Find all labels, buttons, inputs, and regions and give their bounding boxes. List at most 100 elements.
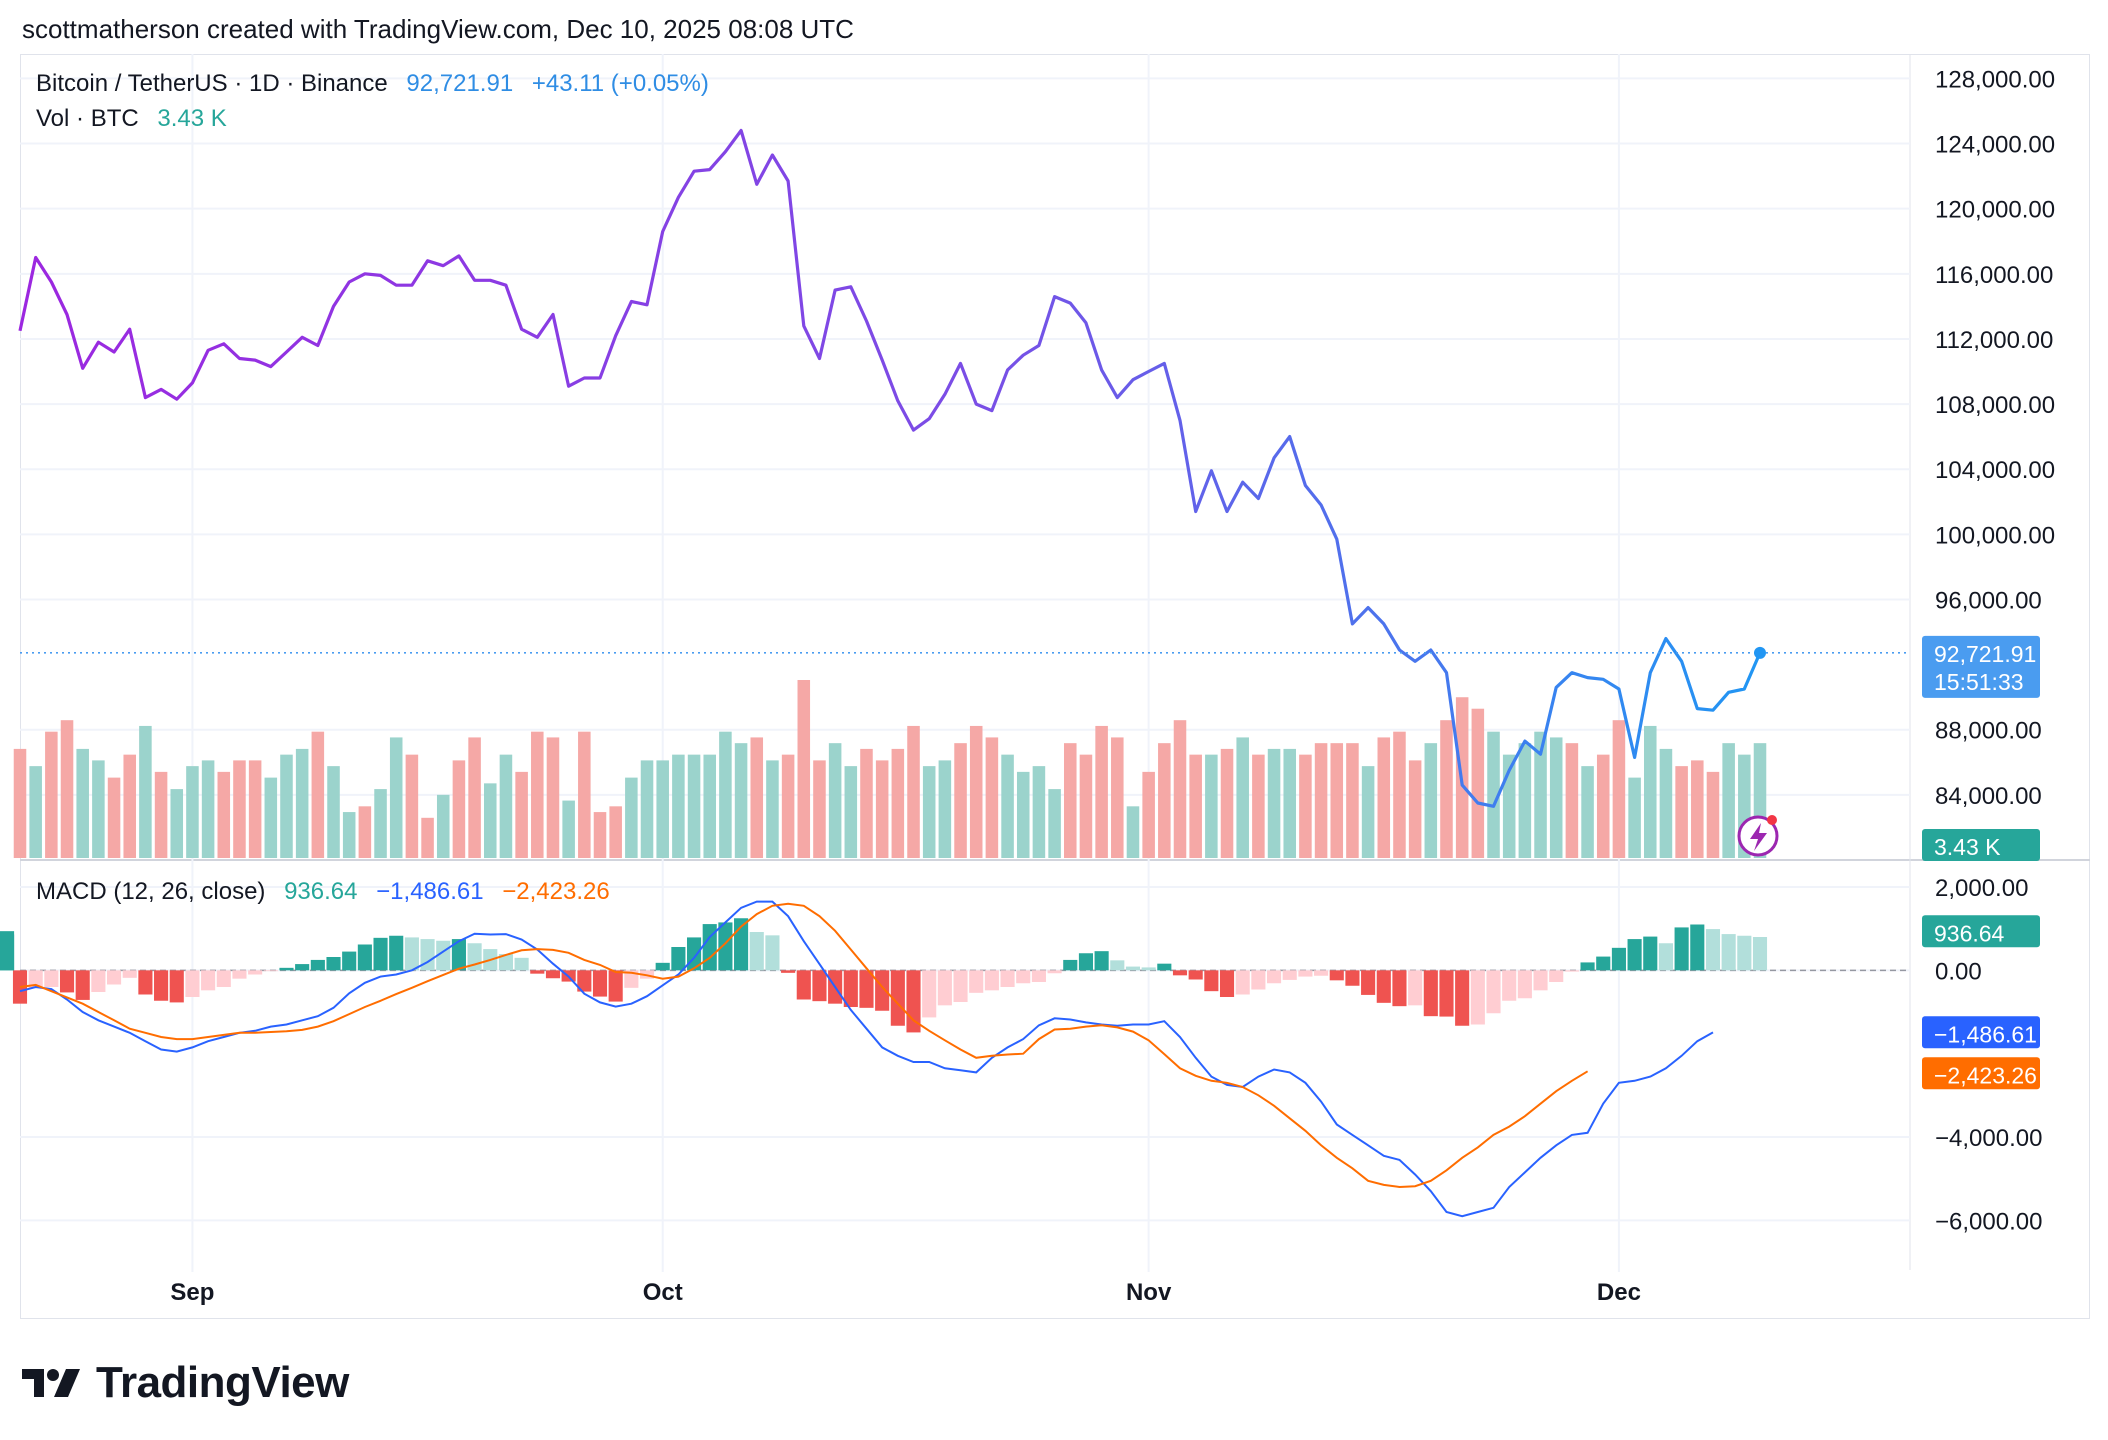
macd-histogram-bar <box>1423 970 1438 1017</box>
volume-bar <box>1016 771 1030 858</box>
volume-bar <box>1612 720 1626 858</box>
macd-histogram-bar <box>498 954 513 971</box>
macd-histogram-bar <box>1329 970 1344 981</box>
macd-histogram-bar <box>1172 970 1188 976</box>
macd-histogram-bar <box>1752 937 1768 971</box>
volume-title: Vol · BTC <box>36 105 139 132</box>
volume-bar <box>1220 748 1234 858</box>
macd-histogram-bar <box>389 935 404 971</box>
macd-histogram-bar <box>91 970 106 992</box>
macd-histogram-bar <box>1737 935 1752 971</box>
macd-histogram-bar <box>984 970 999 991</box>
tradingview-logo-icon <box>22 1369 80 1397</box>
macd-histogram-bar <box>592 970 608 997</box>
volume-bar <box>327 766 340 858</box>
x-tick-label: Oct <box>643 1279 683 1306</box>
volume-bar <box>922 766 936 858</box>
volume-bar <box>201 760 215 858</box>
volume-badge: 3.43 K <box>1922 829 2040 861</box>
macd-tick-label: −4,000.00 <box>1935 1125 2042 1152</box>
chart-frame[interactable] <box>20 54 2090 1319</box>
macd-histogram-bar <box>310 959 325 971</box>
volume-bar <box>311 731 325 858</box>
volume-bar <box>609 806 622 858</box>
volume-bar <box>875 760 889 858</box>
macd-hist-value: 936.64 <box>284 878 358 905</box>
volume-bar <box>1283 748 1296 858</box>
price-tick-label: 84,000.00 <box>1935 783 2042 810</box>
macd-histogram-bar <box>1564 970 1579 972</box>
macd-histogram-bar <box>1267 970 1282 984</box>
volume-bar <box>813 760 826 858</box>
macd-histogram-bar <box>279 967 294 971</box>
macd-title: MACD (12, 26, close) <box>36 878 266 905</box>
volume-bar <box>1064 743 1077 858</box>
chart-svg[interactable]: Sep Oct Nov Dec 128,000.00 124,000.00 120,000.… <box>0 0 2108 1340</box>
macd-histogram-bar <box>671 947 686 971</box>
macd-histogram-bar <box>1611 947 1626 971</box>
volume-bar <box>907 725 920 858</box>
macd-histogram-bar <box>1502 970 1517 1001</box>
macd-histogram-bar <box>608 970 623 1002</box>
volume-bar <box>107 777 121 858</box>
volume-bar <box>1706 771 1720 858</box>
volume-bar <box>797 680 811 858</box>
volume-bar <box>484 783 497 858</box>
macd-histogram-bar <box>1110 960 1125 971</box>
macd-histogram-bar <box>1078 953 1093 971</box>
last-price-badge-text: 15:51:33 <box>1934 669 2024 695</box>
volume-bar <box>389 737 403 858</box>
macd-histogram-bar <box>201 970 216 991</box>
x-tick-label: Nov <box>1126 1279 1172 1306</box>
symbol-title[interactable]: Bitcoin / TetherUS · 1D · Binance <box>36 70 388 97</box>
main-legend[interactable]: Bitcoin / TetherUS · 1D · Binance 92,721… <box>36 70 721 98</box>
macd-histogram-bar <box>1517 970 1532 999</box>
macd-legend[interactable]: MACD (12, 26, close) 936.64 −1,486.61 −2… <box>36 878 622 906</box>
macd-histogram-bar <box>154 970 169 1001</box>
volume-bar <box>625 777 638 858</box>
volume-bar <box>1565 743 1579 858</box>
macd-histogram-bar <box>875 970 890 1011</box>
macd-histogram-bar <box>1533 970 1548 991</box>
volume-bar <box>938 760 952 858</box>
volume-bar <box>1581 766 1594 858</box>
macd-histogram-bar <box>624 970 639 988</box>
macd-histogram-bar <box>1157 963 1172 971</box>
volume-bar <box>1126 806 1140 858</box>
volume-bar <box>531 731 544 858</box>
volume-bar <box>233 760 246 858</box>
macd-histogram-bar <box>812 970 827 1002</box>
macd-histogram-bar <box>1251 970 1266 990</box>
axis-labels: Sep Oct Nov Dec 128,000.00 124,000.00 120,000.… <box>170 66 2055 1306</box>
volume-bar <box>1675 766 1688 858</box>
volume-bar <box>1628 777 1641 858</box>
macd-line-badge-text: −1,486.61 <box>1934 1021 2037 1047</box>
macd-histogram-bar <box>138 970 153 995</box>
volume-badge-bg <box>1922 829 2040 861</box>
volume-bar <box>1205 754 1218 858</box>
macd-histogram-bar <box>216 970 231 987</box>
volume-bar <box>1299 754 1312 858</box>
volume-bar <box>1189 754 1202 858</box>
volume-badge-text: 3.43 K <box>1934 834 2001 860</box>
volume-legend[interactable]: Vol · BTC 3.43 K <box>36 105 239 133</box>
volume-bar <box>656 760 669 858</box>
volume-bar <box>1518 743 1532 858</box>
volume-bar <box>640 760 654 858</box>
price-tick-label: 108,000.00 <box>1935 392 2055 419</box>
volume-bar <box>170 789 184 858</box>
volume-bar <box>1314 743 1328 858</box>
macd-histogram-bar <box>420 939 435 971</box>
macd-histogram-bar <box>1094 951 1109 971</box>
volume-bar <box>217 771 231 858</box>
price-tick-label: 112,000.00 <box>1935 327 2053 354</box>
volume-bar <box>844 766 858 858</box>
macd-histogram-bar <box>1596 956 1611 971</box>
macd-histogram-bar <box>122 970 137 978</box>
price-tick-label: 88,000.00 <box>1935 718 2042 745</box>
tradingview-logo[interactable]: TradingView <box>22 1358 349 1408</box>
macd-histogram-bar <box>169 970 184 1003</box>
macd-line-badge: −1,486.61 <box>1922 1016 2040 1049</box>
volume-bar <box>123 754 136 858</box>
macd-histogram-bar <box>718 922 733 971</box>
